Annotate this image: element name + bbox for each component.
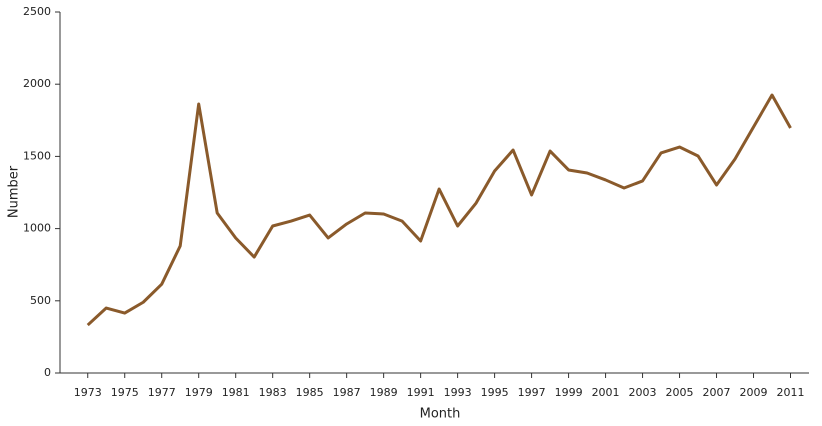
y-tick-label: 1000 bbox=[23, 222, 51, 235]
x-tick-label: 1985 bbox=[296, 386, 324, 399]
x-tick-label: 1973 bbox=[74, 386, 102, 399]
y-tick-label: 1500 bbox=[23, 149, 51, 162]
y-axis-label: Number bbox=[7, 165, 22, 218]
x-tick-label: 1991 bbox=[407, 386, 435, 399]
x-tick-label: 1997 bbox=[518, 386, 546, 399]
x-tick-label: 1979 bbox=[185, 386, 213, 399]
y-tick-label: 2500 bbox=[23, 5, 51, 18]
x-tick-label: 2011 bbox=[777, 386, 805, 399]
x-tick-label: 1989 bbox=[370, 386, 398, 399]
x-axis-label: Month bbox=[420, 407, 461, 422]
y-tick-label: 2000 bbox=[23, 77, 51, 90]
x-tick-label: 2005 bbox=[666, 386, 694, 399]
x-tick-label: 1977 bbox=[148, 386, 176, 399]
x-tick-label: 2001 bbox=[592, 386, 620, 399]
y-tick-label: 0 bbox=[44, 366, 51, 379]
x-tick-label: 1999 bbox=[555, 386, 583, 399]
x-tick-label: 1983 bbox=[259, 386, 287, 399]
x-tick-label: 2007 bbox=[703, 386, 731, 399]
x-tick-label: 2009 bbox=[740, 386, 768, 399]
x-tick-label: 1993 bbox=[444, 386, 472, 399]
x-tick-label: 1995 bbox=[481, 386, 509, 399]
y-tick-label: 500 bbox=[30, 294, 51, 307]
data-line bbox=[86, 93, 792, 327]
x-tick-label: 1975 bbox=[111, 386, 139, 399]
x-tick-label: 2003 bbox=[629, 386, 657, 399]
x-tick-label: 1981 bbox=[222, 386, 250, 399]
x-tick-label: 1987 bbox=[333, 386, 361, 399]
